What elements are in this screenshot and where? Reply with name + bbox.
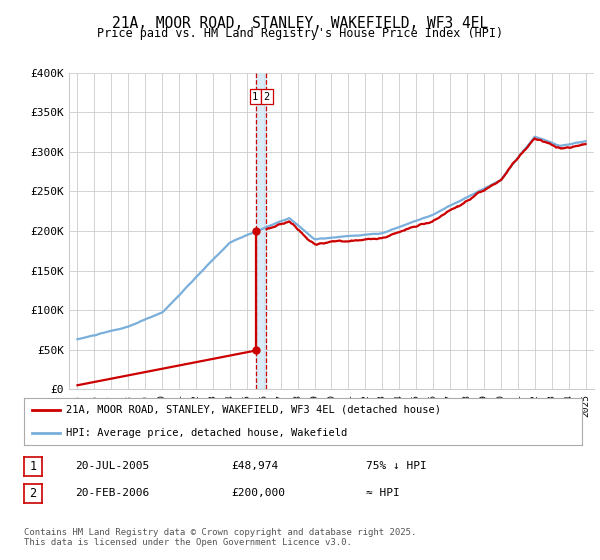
Text: 2: 2: [263, 91, 270, 101]
Text: 20-JUL-2005: 20-JUL-2005: [75, 461, 149, 471]
Text: 20-FEB-2006: 20-FEB-2006: [75, 488, 149, 498]
Text: Contains HM Land Registry data © Crown copyright and database right 2025.
This d: Contains HM Land Registry data © Crown c…: [24, 528, 416, 547]
Text: 2: 2: [29, 487, 37, 500]
Bar: [256, 73, 266, 389]
Text: ≈ HPI: ≈ HPI: [366, 488, 400, 498]
Text: 21A, MOOR ROAD, STANLEY, WAKEFIELD, WF3 4EL: 21A, MOOR ROAD, STANLEY, WAKEFIELD, WF3 …: [112, 16, 488, 31]
Text: £200,000: £200,000: [231, 488, 285, 498]
Text: 75% ↓ HPI: 75% ↓ HPI: [366, 461, 427, 471]
Text: 1: 1: [252, 91, 259, 101]
Text: 21A, MOOR ROAD, STANLEY, WAKEFIELD, WF3 4EL (detached house): 21A, MOOR ROAD, STANLEY, WAKEFIELD, WF3 …: [66, 405, 441, 415]
Text: HPI: Average price, detached house, Wakefield: HPI: Average price, detached house, Wake…: [66, 428, 347, 438]
Text: £48,974: £48,974: [231, 461, 278, 471]
Text: Price paid vs. HM Land Registry's House Price Index (HPI): Price paid vs. HM Land Registry's House …: [97, 27, 503, 40]
Text: 1: 1: [29, 460, 37, 473]
